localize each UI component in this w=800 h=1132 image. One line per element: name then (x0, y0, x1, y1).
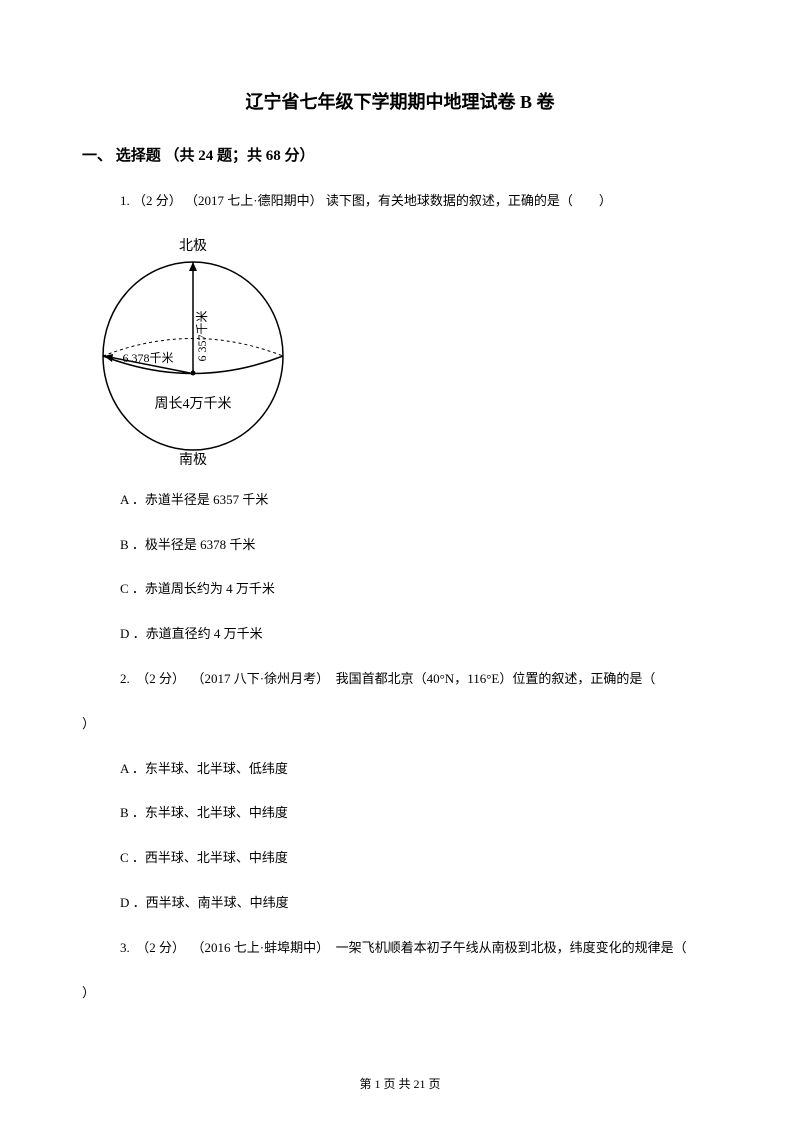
q1-option-d: D ．赤道直径约 4 万千米 (82, 624, 718, 645)
q2-option-d: D ．西半球、南半球、中纬度 (82, 893, 718, 914)
page-title: 辽宁省七年级下学期期中地理试卷 B 卷 (82, 88, 718, 114)
question-text: 一架飞机顺着本初子午线从南极到北极，纬度变化的规律是（ (336, 940, 687, 955)
center-dot (191, 370, 196, 375)
question-text: 我国首都北京（40°N，116°E）位置的叙述，正确的是（ (336, 671, 656, 686)
polar-arrow-top (189, 262, 197, 271)
section-header: 一、 选择题 （共 24 题；共 68 分） (82, 144, 718, 165)
question-source: （2017 七上·德阳期中） (185, 193, 323, 208)
question-3: 3. （2 分） （2016 七上·蚌埠期中） 一架飞机顺着本初子午线从南极到北… (82, 938, 718, 959)
question-text: 读下图，有关地球数据的叙述，正确的是（ ） (326, 193, 612, 208)
section-info: （共 24 题；共 68 分） (165, 148, 315, 164)
equator-radius-label: 6 378千米 (122, 351, 173, 365)
question-number: 3. (120, 940, 130, 955)
page-footer: 第 1 页 共 21 页 (0, 1075, 800, 1092)
question-number: 1. (120, 193, 130, 208)
q2-option-c: C ．西半球、北半球、中纬度 (82, 848, 718, 869)
question-points: （2 分） (133, 193, 182, 208)
question-number: 2. (120, 671, 130, 686)
q2-paren-close: ） (82, 714, 718, 735)
question-source: （2017 八下·徐州月考） (192, 671, 330, 686)
q3-paren-close: ） (82, 983, 718, 1004)
north-pole-label: 北极 (179, 238, 207, 254)
question-source: （2016 七上·蚌埠期中） (192, 940, 330, 955)
earth-diagram: 北极 6 357千米 6 378千米 周长4万千米 南极 (98, 236, 718, 466)
circumference-label: 周长4万千米 (155, 396, 232, 412)
polar-radius-label: 6 357千米 (195, 310, 209, 361)
question-2: 2. （2 分） （2017 八下·徐州月考） 我国首都北京（40°N，116°… (82, 669, 718, 690)
section-name: 选择题 (116, 148, 161, 164)
question-points: （2 分） (136, 671, 185, 686)
south-pole-label: 南极 (179, 452, 207, 466)
section-number: 一、 (82, 148, 112, 164)
question-1: 1. （2 分） （2017 七上·德阳期中） 读下图，有关地球数据的叙述，正确… (82, 191, 718, 212)
q1-option-b: B ．极半径是 6378 千米 (82, 535, 718, 556)
q2-option-a: A ．东半球、北半球、低纬度 (82, 759, 718, 780)
q1-option-c: C ．赤道周长约为 4 万千米 (82, 579, 718, 600)
question-points: （2 分） (136, 940, 185, 955)
q1-option-a: A ．赤道半径是 6357 千米 (82, 490, 718, 511)
q2-option-b: B ．东半球、北半球、中纬度 (82, 803, 718, 824)
